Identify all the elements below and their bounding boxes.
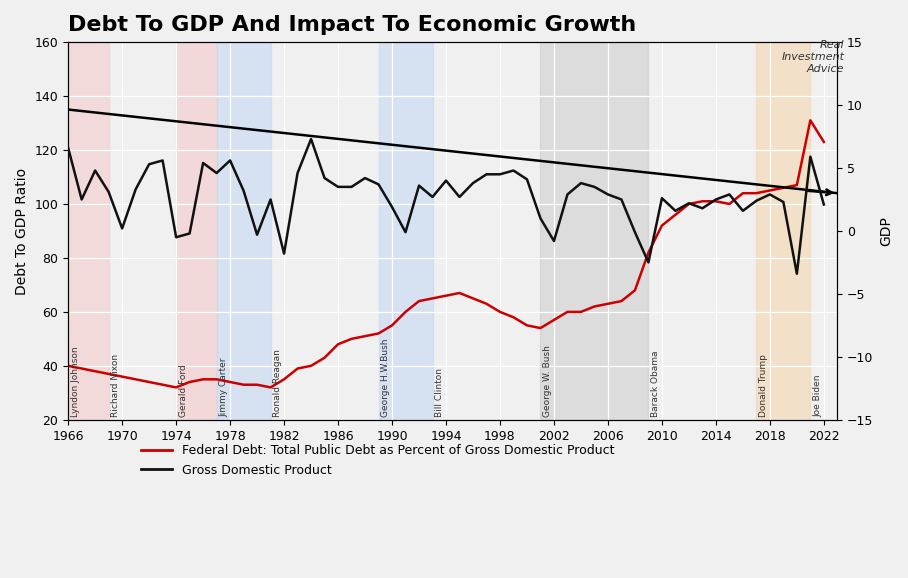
Bar — [176, 42, 217, 420]
Bar — [756, 42, 810, 420]
Text: George W. Bush: George W. Bush — [543, 345, 552, 417]
Text: Debt To GDP And Impact To Economic Growth: Debt To GDP And Impact To Economic Growt… — [68, 15, 637, 35]
Text: Real
Investment
Advice: Real Investment Advice — [782, 40, 844, 73]
Text: Ronald Reagan: Ronald Reagan — [273, 349, 282, 417]
Bar — [379, 42, 432, 420]
Bar — [27, 42, 109, 420]
Bar — [217, 42, 271, 420]
Text: Lyndon Johnson: Lyndon Johnson — [71, 346, 80, 417]
Text: Bill Clinton: Bill Clinton — [435, 368, 444, 417]
Y-axis label: Debt To GDP Ratio: Debt To GDP Ratio — [15, 168, 29, 295]
Legend: Federal Debt: Total Public Debt as Percent of Gross Domestic Product, Gross Dome: Federal Debt: Total Public Debt as Perce… — [136, 439, 619, 481]
Y-axis label: GDP: GDP — [879, 216, 893, 246]
Text: Barack Obama: Barack Obama — [651, 351, 660, 417]
Text: Jimmy Carter: Jimmy Carter — [220, 358, 228, 417]
Text: Donald Trump: Donald Trump — [759, 354, 768, 417]
Text: Richard Nixon: Richard Nixon — [112, 354, 121, 417]
Text: Gerald Ford: Gerald Ford — [179, 364, 188, 417]
Text: Joe Biden: Joe Biden — [813, 375, 822, 417]
Bar — [540, 42, 648, 420]
Text: George H.W.Bush: George H.W.Bush — [381, 339, 390, 417]
